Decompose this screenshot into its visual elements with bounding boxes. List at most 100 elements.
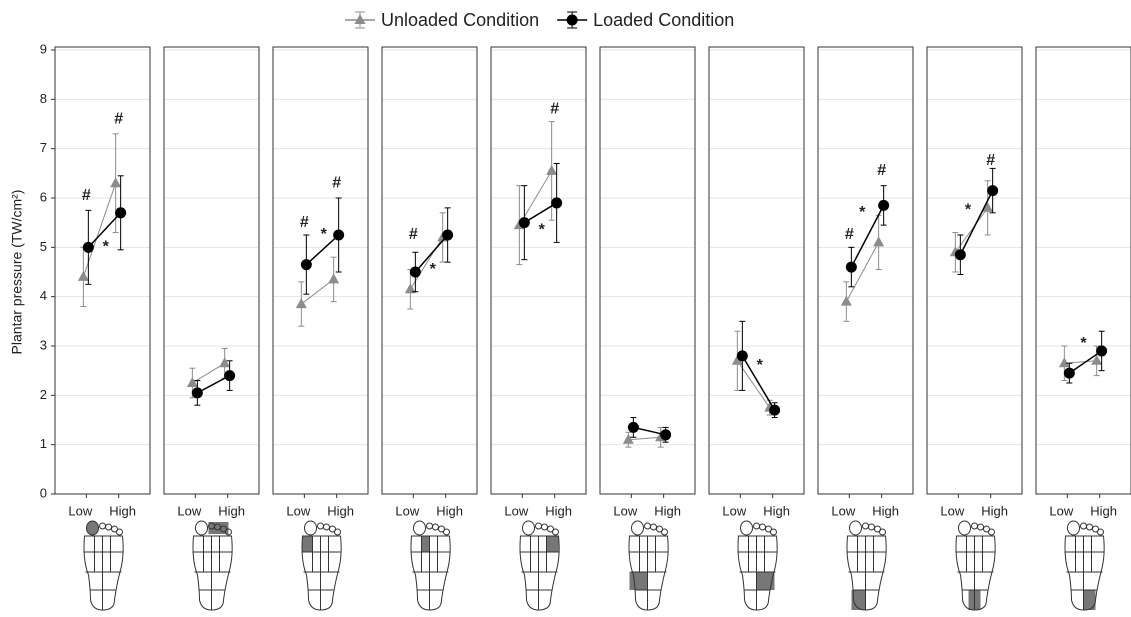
series-line (633, 426, 666, 436)
toe (958, 520, 971, 536)
data-point (300, 259, 312, 271)
data-point (404, 283, 416, 294)
toe (759, 523, 766, 531)
x-tick-label: High (872, 503, 899, 518)
x-tick-label: Low (940, 503, 964, 518)
data-point (518, 217, 530, 229)
toe (740, 520, 753, 536)
toe (522, 520, 535, 536)
toe (547, 525, 554, 533)
data-point (191, 387, 203, 399)
toe (116, 528, 123, 536)
y-tick-label: 5 (40, 239, 47, 254)
data-point (878, 199, 890, 211)
y-tick-label: 0 (40, 485, 47, 500)
data-point (987, 185, 999, 197)
annotation: # (82, 187, 91, 204)
foot-icon (83, 520, 124, 611)
series-line (523, 202, 558, 224)
series-line (959, 190, 994, 256)
toe (334, 528, 341, 536)
foot-region (1083, 590, 1096, 610)
data-point (769, 404, 781, 416)
panel-frame (817, 46, 914, 495)
panel-frame (54, 46, 151, 495)
toe (426, 522, 433, 530)
x-tick-label: Low (722, 503, 746, 518)
panel-frame (708, 46, 805, 495)
toe (874, 525, 881, 533)
toe (105, 523, 112, 531)
data-point (551, 197, 563, 209)
data-point (546, 164, 558, 175)
series-line (628, 436, 661, 441)
toe (541, 523, 548, 531)
data-point (224, 370, 236, 382)
annotation: # (845, 226, 854, 243)
series-line (1068, 350, 1103, 374)
y-tick-label: 8 (40, 91, 47, 106)
panel-frame (272, 46, 369, 495)
toe (323, 523, 330, 531)
x-tick-label: Low (831, 503, 855, 518)
y-tick-label: 4 (40, 288, 47, 303)
toe (971, 522, 978, 530)
toe (329, 525, 336, 533)
toe (753, 522, 760, 530)
panel-frame (599, 46, 696, 495)
series-line (850, 205, 885, 268)
toe (111, 525, 118, 533)
foot-outline (83, 535, 124, 611)
legend-label: Loaded Condition (593, 10, 734, 30)
toe (86, 520, 99, 536)
data-point (840, 295, 852, 306)
series-line (196, 374, 231, 394)
legend-marker (354, 14, 366, 24)
x-tick-label: High (436, 503, 463, 518)
data-point (333, 229, 345, 241)
toe (656, 525, 663, 533)
series-line (741, 355, 776, 411)
data-point (295, 298, 307, 309)
series-line (87, 212, 122, 248)
foot-region (421, 536, 430, 552)
data-point (409, 266, 421, 278)
annotation: # (877, 162, 886, 179)
series-line (301, 279, 334, 305)
toe (1092, 525, 1099, 533)
annotation: * (430, 261, 437, 278)
y-tick-label: 3 (40, 337, 47, 352)
series-line (305, 234, 340, 266)
panel-frame (926, 46, 1023, 495)
toe (99, 522, 106, 530)
y-tick-label: 6 (40, 189, 47, 204)
x-tick-label: High (763, 503, 790, 518)
foot-region (756, 572, 775, 590)
foot-region (629, 572, 648, 590)
data-point (186, 377, 198, 387)
data-point (873, 236, 885, 247)
foot-region (86, 521, 99, 535)
series-line (192, 362, 225, 384)
toe (317, 522, 324, 530)
data-point (736, 350, 748, 362)
toe (220, 525, 227, 533)
annotation: # (114, 110, 123, 127)
data-point (982, 201, 994, 212)
toe (214, 523, 221, 531)
data-point (731, 354, 743, 365)
y-tick-label: 1 (40, 436, 47, 451)
foot-icon (192, 520, 233, 611)
annotation: * (757, 357, 764, 374)
annotation: # (300, 214, 309, 231)
x-tick-label: High (981, 503, 1008, 518)
data-point (77, 270, 89, 281)
data-point (1091, 354, 1103, 365)
foot-icon (301, 520, 342, 611)
toe (1086, 523, 1093, 531)
data-point (627, 421, 639, 433)
data-point (660, 429, 672, 441)
x-tick-label: Low (68, 503, 92, 518)
x-tick-label: Low (504, 503, 528, 518)
toe (879, 528, 886, 536)
